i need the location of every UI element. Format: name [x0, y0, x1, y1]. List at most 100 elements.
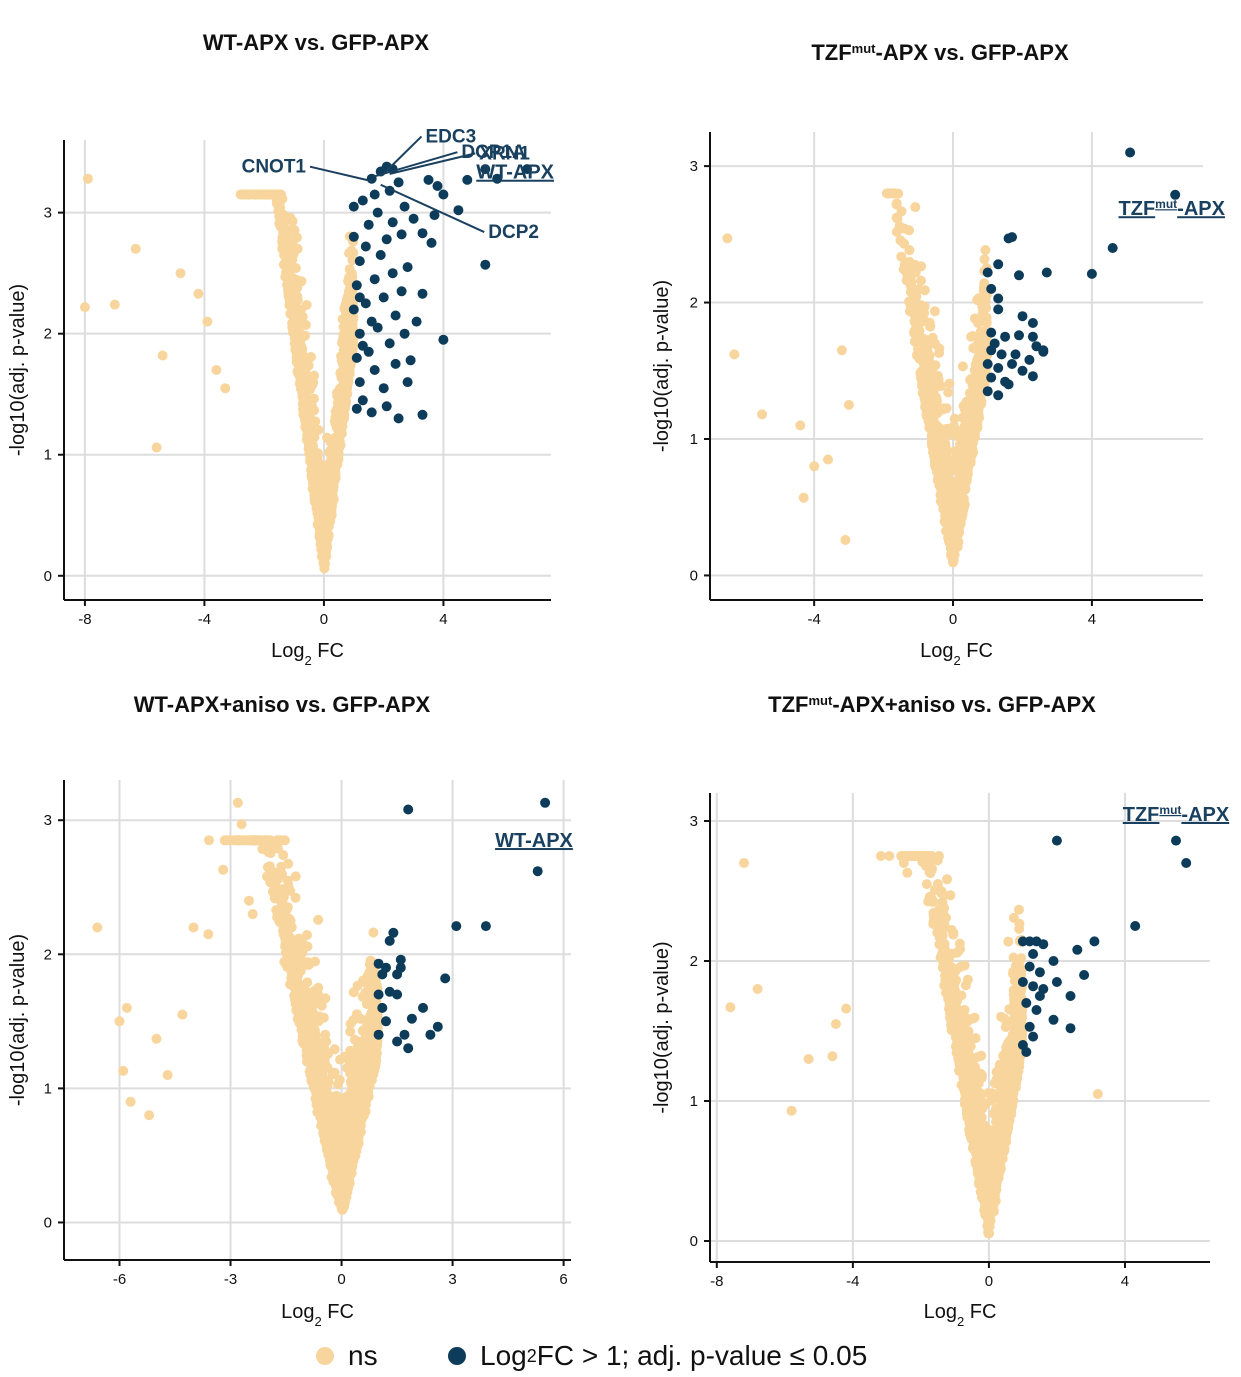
ns-point: [368, 927, 379, 938]
ns-point: [899, 223, 910, 234]
sig-point: [429, 210, 440, 221]
ns-point: [284, 227, 295, 238]
chart-title-part: -APX vs. GFP-APX: [876, 40, 1069, 65]
ns-point: [840, 535, 851, 545]
ns-point: [966, 331, 977, 342]
chart-title-part: TZF: [811, 40, 851, 65]
sig-point: [1024, 354, 1035, 365]
ns-point: [283, 880, 294, 891]
ns-point: [729, 349, 740, 360]
sig-point: [1027, 331, 1038, 342]
ns-point: [311, 1055, 322, 1066]
ns-point: [302, 977, 313, 988]
ns-point: [307, 440, 318, 451]
ns-point: [316, 479, 327, 490]
sig-point: [1014, 330, 1024, 341]
sig-point: [1107, 243, 1118, 253]
ns-point: [329, 471, 340, 482]
ns-point: [283, 281, 294, 292]
ns-point: [333, 1079, 343, 1090]
ns-point: [292, 291, 303, 302]
ns-point: [943, 387, 954, 398]
ns-point: [301, 300, 312, 310]
ns-point: [347, 1058, 357, 1069]
ns-point: [204, 835, 214, 846]
sig-point: [354, 292, 365, 303]
sig-point: [1010, 349, 1021, 360]
ns-point: [321, 1036, 332, 1047]
x-axis-label-part: FC: [961, 640, 993, 662]
sig-point: [357, 195, 368, 206]
ns-point: [920, 347, 930, 358]
ns-point: [306, 352, 316, 362]
ns-point: [355, 1061, 366, 1072]
ns-point: [947, 454, 958, 465]
x-axis-label-part: FC: [312, 640, 344, 662]
ns-point: [344, 264, 355, 275]
y-tick-label: 0: [44, 568, 52, 585]
sig-point: [360, 241, 371, 252]
sig-point: [402, 377, 413, 388]
ns-point: [342, 1112, 353, 1123]
sig-point: [462, 174, 473, 185]
ns-point: [312, 455, 323, 466]
sig-point: [375, 250, 386, 260]
ns-point: [286, 245, 296, 256]
ns-point: [290, 892, 301, 903]
sig-point: [1125, 147, 1136, 158]
y-tick-label: 3: [44, 205, 52, 222]
ns-point: [927, 365, 938, 375]
ns-point: [949, 531, 960, 542]
ns-point: [324, 481, 334, 492]
ns-point: [966, 401, 977, 412]
ns-point: [157, 350, 168, 361]
ns-point: [363, 1064, 374, 1075]
x-axis-label-sub: 2: [953, 653, 960, 668]
sig-point: [348, 231, 359, 242]
ns-point: [175, 268, 186, 279]
ns-point: [823, 454, 833, 465]
ns-point: [309, 405, 320, 416]
sig-point: [351, 280, 362, 291]
ns-point: [109, 299, 120, 310]
ns-point: [345, 1019, 356, 1029]
ns-point: [278, 892, 289, 903]
ns-point: [927, 440, 938, 451]
sig-point: [378, 292, 389, 303]
y-axis-label: -log10(adj. p-value): [7, 284, 29, 456]
ns-point: [333, 1100, 344, 1110]
ns-point: [345, 1076, 356, 1087]
sig-point: [402, 262, 413, 273]
ns-point: [948, 516, 959, 527]
x-tick-label: 0: [949, 611, 957, 628]
ns-point: [320, 543, 331, 554]
ns-point: [355, 1118, 366, 1129]
ns-point: [307, 1064, 318, 1075]
sig-point: [982, 386, 993, 397]
sig-point: [522, 164, 533, 175]
ns-point: [345, 1026, 356, 1037]
ns-point: [257, 844, 268, 855]
ns-point: [953, 430, 964, 441]
ns-points: [722, 188, 992, 568]
ns-point: [296, 276, 307, 287]
ns-point: [975, 379, 986, 390]
ns-point: [957, 361, 968, 372]
sig-point: [381, 401, 392, 412]
x-tick-label: 0: [320, 611, 328, 628]
sig-point: [480, 164, 491, 175]
x-axis-label-part: Log: [271, 640, 304, 662]
ns-point: [905, 287, 916, 297]
sig-point: [396, 286, 407, 297]
sig-point: [1027, 318, 1038, 328]
ns-point: [883, 188, 894, 199]
ns-point: [319, 1111, 329, 1122]
ns-point: [264, 861, 275, 872]
ns-point: [322, 432, 333, 443]
sig-point: [369, 365, 380, 375]
ns-point: [130, 243, 141, 254]
sig-point: [1000, 331, 1011, 342]
ns-point: [722, 233, 733, 244]
sig-point: [492, 173, 503, 184]
ns-point: [307, 379, 318, 390]
